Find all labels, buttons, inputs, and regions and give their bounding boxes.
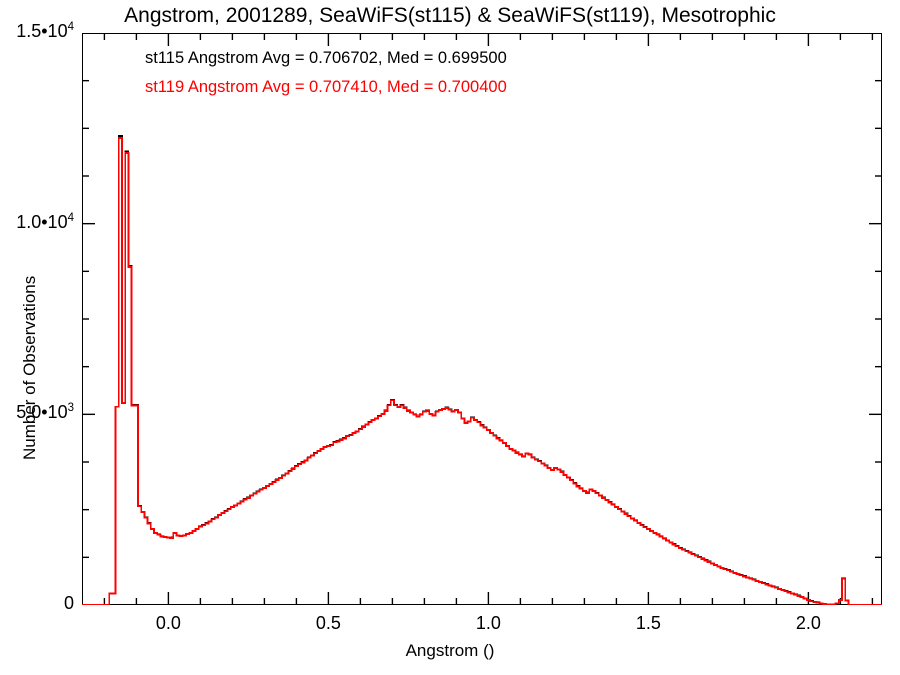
y-tick-label: 1.0•104 [16, 211, 74, 232]
x-tick-label: 2.0 [795, 613, 821, 633]
y-tick-label: 5.0•103 [16, 402, 74, 423]
x-tick-label: 0.5 [315, 613, 341, 633]
x-axis-title: Angstrom () [405, 641, 495, 660]
data-series-layer [82, 135, 882, 605]
x-tick-label: 1.5 [635, 613, 661, 633]
page-title: Angstrom, 2001289, SeaWiFS(st115) & SeaW… [124, 4, 776, 27]
x-tick-label: 1.0 [475, 613, 501, 633]
annotation-st115: st115 Angstrom Avg = 0.706702, Med = 0.6… [145, 49, 507, 67]
series-st119 [82, 136, 882, 605]
x-tick-label: 0.0 [155, 613, 181, 633]
tick-marks [82, 33, 882, 605]
y-tick-label: 0 [63, 593, 74, 613]
histogram-plot [82, 33, 882, 605]
annotation-st119: st119 Angstrom Avg = 0.707410, Med = 0.7… [145, 78, 507, 96]
series-st115 [82, 135, 882, 605]
y-tick-label: 1.5•104 [16, 21, 74, 41]
y-axis-title: Number of Observations [20, 275, 39, 460]
